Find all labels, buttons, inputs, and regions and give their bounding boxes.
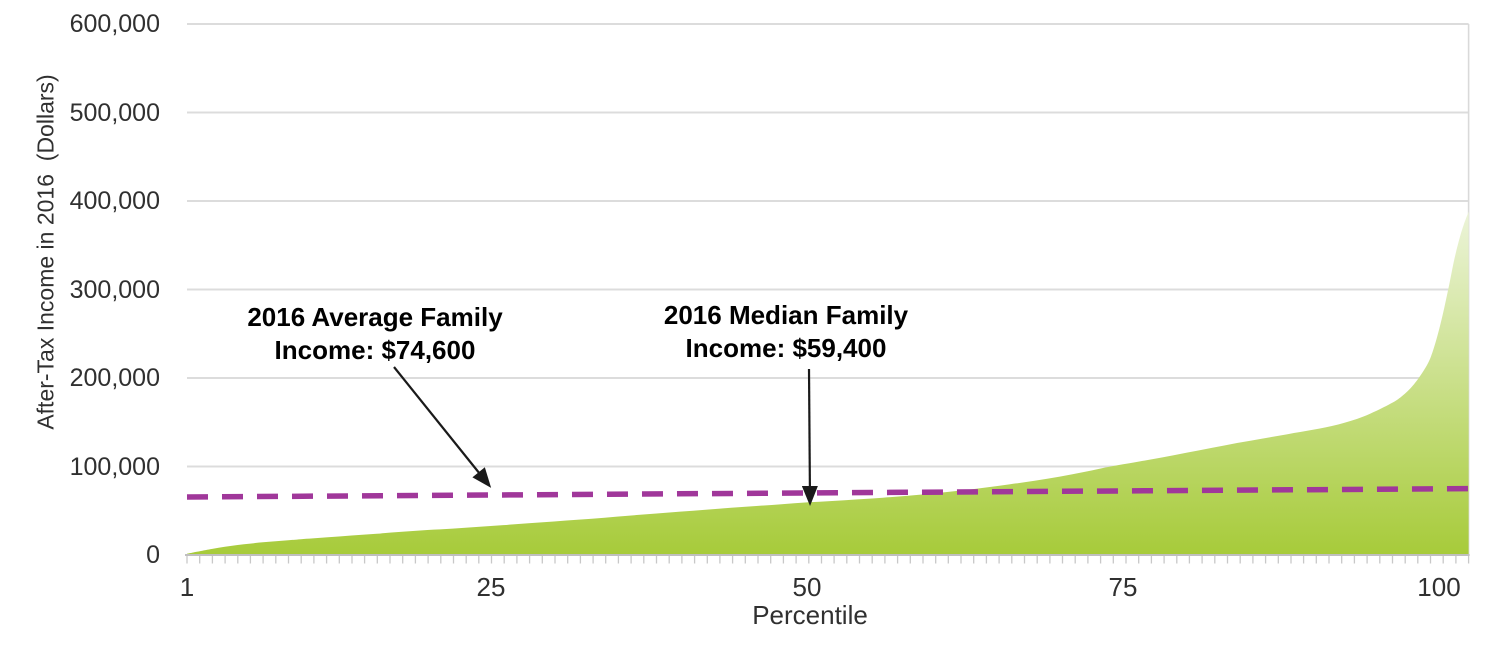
- income-area-fill: [187, 211, 1469, 555]
- average-dashed-line: [186, 485, 1478, 500]
- income-area-series: [187, 211, 1469, 555]
- y-tick-label: 400,000: [69, 187, 160, 215]
- annotation-average-income: 2016 Average Family Income: $74,600: [210, 301, 540, 367]
- y-tick-label: 600,000: [69, 10, 160, 38]
- x-tick-label: 75: [1108, 572, 1138, 602]
- x-tick-label: 25: [476, 572, 506, 602]
- average-income-dash: [186, 485, 1478, 500]
- x-tick-label: 1: [179, 572, 195, 602]
- annotation-text-line: 2016 Median Family: [663, 300, 909, 330]
- y-tick-label: 100,000: [69, 453, 160, 481]
- arrow-average: [393, 366, 492, 488]
- annotation-arrows: [393, 366, 818, 506]
- annotation-text-line: 2016 Average Family: [247, 302, 503, 332]
- y-tick-label: 200,000: [69, 364, 160, 392]
- y-tick-label: 500,000: [69, 99, 160, 127]
- arrow-median: [801, 368, 818, 506]
- annotation-text-line: Income: $74,600: [274, 335, 476, 365]
- x-tick-label: 100: [1417, 572, 1461, 602]
- x-tick-label: 50: [792, 572, 822, 602]
- annotation-median-income: 2016 Median Family Income: $59,400: [621, 299, 951, 365]
- y-tick-label: 300,000: [69, 276, 160, 304]
- horizontal-gridlines: [187, 23, 1469, 468]
- x-axis-tick-marks: [186, 556, 1470, 564]
- annotation-text-line: Income: $59,400: [685, 333, 887, 363]
- y-tick-label: 0: [146, 541, 160, 569]
- x-axis-title: Percentile: [752, 600, 868, 630]
